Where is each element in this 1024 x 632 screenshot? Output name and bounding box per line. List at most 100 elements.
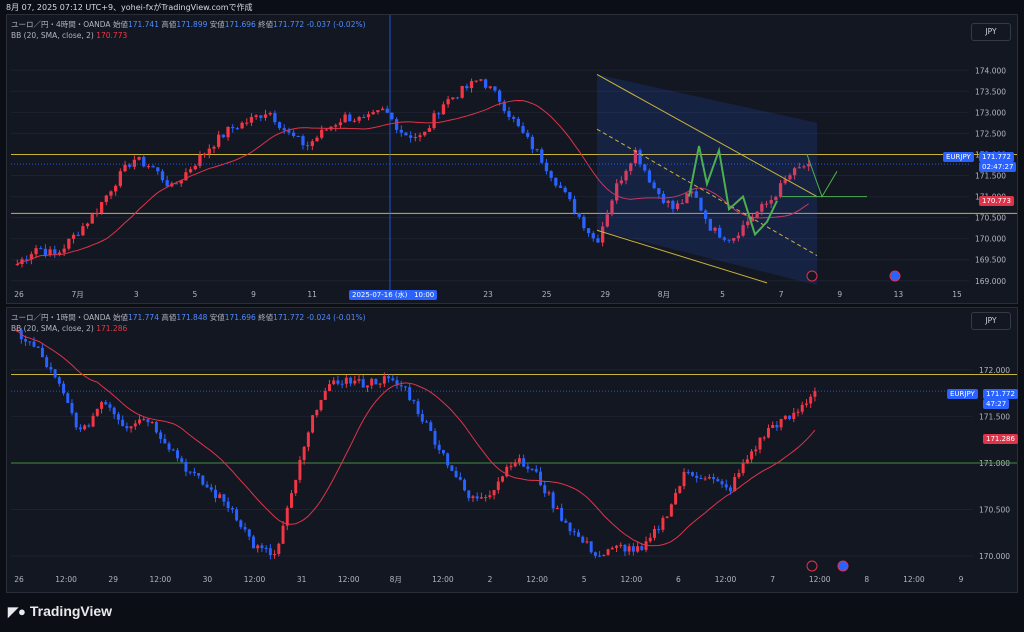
x-tick-label: 12:00 — [338, 575, 360, 584]
candle-body — [133, 423, 137, 427]
candle-body — [100, 402, 104, 409]
candle-body — [376, 110, 380, 113]
candle-body — [526, 132, 530, 137]
tradingview-logo-icon: ◤● — [8, 604, 26, 619]
candle-body — [643, 164, 647, 171]
candle-body — [615, 545, 618, 548]
candle-body — [512, 117, 516, 119]
candle-body — [760, 204, 764, 212]
legend-bb-4h[interactable]: BB (20, SMA, close, 2) 170.773 — [11, 31, 127, 40]
candle-body — [70, 402, 74, 413]
candle-body — [338, 122, 343, 126]
candle-body — [483, 79, 488, 88]
candle-body — [90, 214, 94, 224]
candle-body — [800, 404, 804, 412]
candle-body — [522, 458, 526, 467]
bb-tag-4h: 170.773 — [979, 196, 1014, 206]
candle-body — [348, 114, 352, 122]
candle-body — [598, 555, 602, 557]
candle-body — [263, 114, 268, 118]
candle-body — [471, 496, 475, 499]
legend-open-label: 始値 — [112, 313, 128, 322]
y-tick-label: 172.000 — [979, 366, 1010, 375]
currency-button-1h[interactable]: JPY — [971, 312, 1011, 330]
candle-body — [129, 426, 133, 429]
legend-high-label: 高値 — [161, 313, 177, 322]
currency-button-4h[interactable]: JPY — [971, 23, 1011, 41]
candle-body — [585, 541, 589, 543]
x-tick-label: 12:00 — [149, 575, 171, 584]
candle-body — [201, 475, 205, 485]
candle-body — [727, 239, 731, 241]
candle-body — [593, 552, 597, 556]
candle-body — [180, 458, 184, 462]
candle-body — [197, 473, 201, 476]
candle-body — [25, 259, 29, 261]
x-tick-label: 3 — [134, 290, 139, 299]
candle-body — [29, 254, 34, 260]
candle-body — [391, 378, 395, 381]
chart-panel-4h[interactable]: 174.000173.500173.000172.500172.000171.5… — [6, 14, 1018, 304]
candle-body — [91, 415, 95, 427]
chart-canvas-4h[interactable]: 174.000173.500173.000172.500172.000171.5… — [7, 15, 1017, 303]
candle-body — [458, 477, 462, 480]
event-marker-icon — [889, 270, 901, 282]
candle-body — [766, 428, 770, 438]
candle-body — [212, 146, 216, 149]
candle-body — [501, 476, 505, 482]
candle-body — [544, 162, 549, 172]
brand-name: TradingView — [29, 603, 113, 619]
candle-body — [418, 135, 422, 138]
candle-body — [114, 185, 118, 192]
candle-body — [395, 380, 399, 386]
x-tick-label: 8 — [864, 575, 869, 584]
candle-body — [788, 415, 792, 419]
chart-panel-1h[interactable]: 172.000 171.500 171.000 170.500 170.000 26 12:… — [6, 307, 1018, 593]
candle-body — [123, 164, 127, 172]
y-tick-label: 173.000 — [975, 108, 1006, 117]
candle-body — [475, 496, 479, 499]
candle-body — [40, 347, 44, 358]
candle-body — [797, 167, 801, 169]
y-tick-label: 170.000 — [975, 235, 1006, 244]
candle-body — [412, 400, 416, 402]
legend-close: 171.772 — [273, 313, 305, 322]
candle-body — [260, 545, 264, 548]
candle-body — [661, 517, 665, 530]
candle-body — [647, 170, 652, 183]
candle-body — [259, 115, 263, 118]
candle-body — [188, 471, 192, 473]
candle-body — [792, 168, 797, 176]
candle-body — [685, 193, 689, 204]
candle-body — [290, 493, 293, 508]
event-marker-icon — [837, 560, 849, 572]
candle-body — [686, 471, 690, 473]
candle-body — [273, 113, 277, 123]
candle-body — [530, 468, 534, 470]
candle-body — [633, 149, 638, 164]
candle-body — [264, 547, 268, 549]
legend-close-label: 終値 — [258, 20, 274, 29]
candle-body — [163, 438, 167, 444]
candle-body — [214, 489, 217, 499]
candle-body — [240, 122, 244, 129]
y-tick-label: 173.500 — [975, 87, 1006, 96]
candle-body — [39, 248, 43, 250]
candle-body — [460, 86, 464, 98]
indicator-name: BB (20, SMA, close, 2) — [11, 324, 94, 333]
candle-body — [109, 191, 113, 196]
candle-body — [306, 145, 310, 147]
candle-body — [572, 199, 577, 213]
candle-body — [708, 218, 712, 231]
candle-body — [409, 135, 413, 138]
legend-high-label: 高値 — [161, 20, 177, 29]
tradingview-logo[interactable]: ◤● TradingView — [8, 603, 112, 620]
x-tick-label: 12:00 — [432, 575, 454, 584]
candle-body — [640, 546, 644, 550]
legend-bb-1h[interactable]: BB (20, SMA, close, 2) 171.286 — [11, 324, 127, 333]
x-tick-label: 25 — [542, 290, 552, 299]
candle-body — [366, 114, 371, 118]
candle-body — [479, 497, 483, 499]
candle-body — [746, 221, 750, 226]
